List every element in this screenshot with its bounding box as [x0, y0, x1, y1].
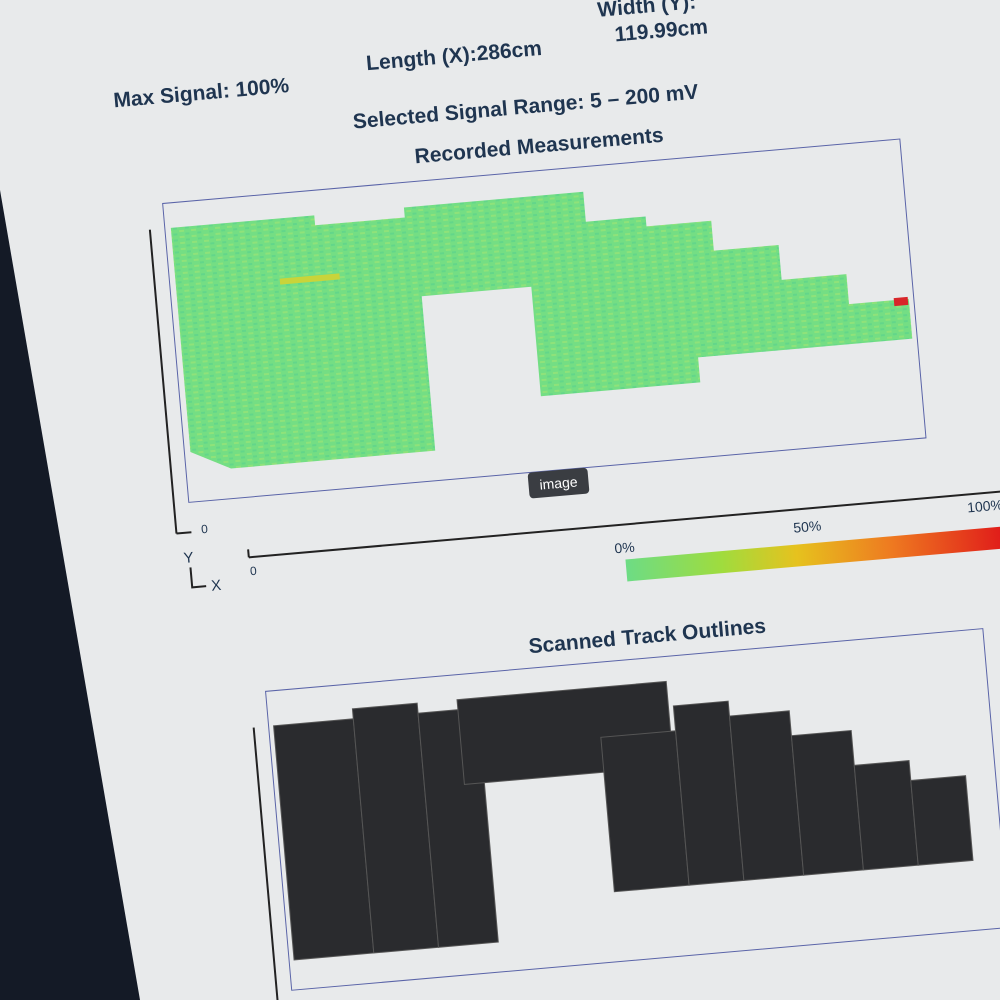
colorbar-label: 50% — [793, 517, 822, 535]
axis-corner — [189, 567, 207, 589]
colorbar-label: 100% — [967, 496, 1000, 515]
axis-x: X — [210, 577, 221, 595]
x-zero: 0 — [249, 564, 257, 579]
hot-stripe — [279, 273, 340, 285]
y-zero: 0 — [300, 998, 308, 1000]
heatmap — [170, 191, 913, 469]
tooltip — [527, 467, 590, 499]
x-axis — [247, 490, 1000, 559]
track — [910, 775, 974, 866]
y-axis — [148, 229, 192, 535]
heatmap-area — [170, 191, 913, 469]
hot-spot — [893, 296, 909, 307]
colorbar — [625, 526, 1000, 582]
track — [790, 729, 864, 876]
track — [853, 760, 919, 871]
outline-frame — [265, 628, 1000, 991]
track — [600, 730, 690, 893]
track-outlines — [273, 680, 974, 961]
colorbar-label: 0% — [614, 539, 636, 557]
y-zero: 0 — [201, 522, 209, 537]
tooltip-text: image — [539, 473, 579, 492]
axis-y: Y — [183, 549, 194, 567]
y-axis — [252, 727, 294, 1000]
